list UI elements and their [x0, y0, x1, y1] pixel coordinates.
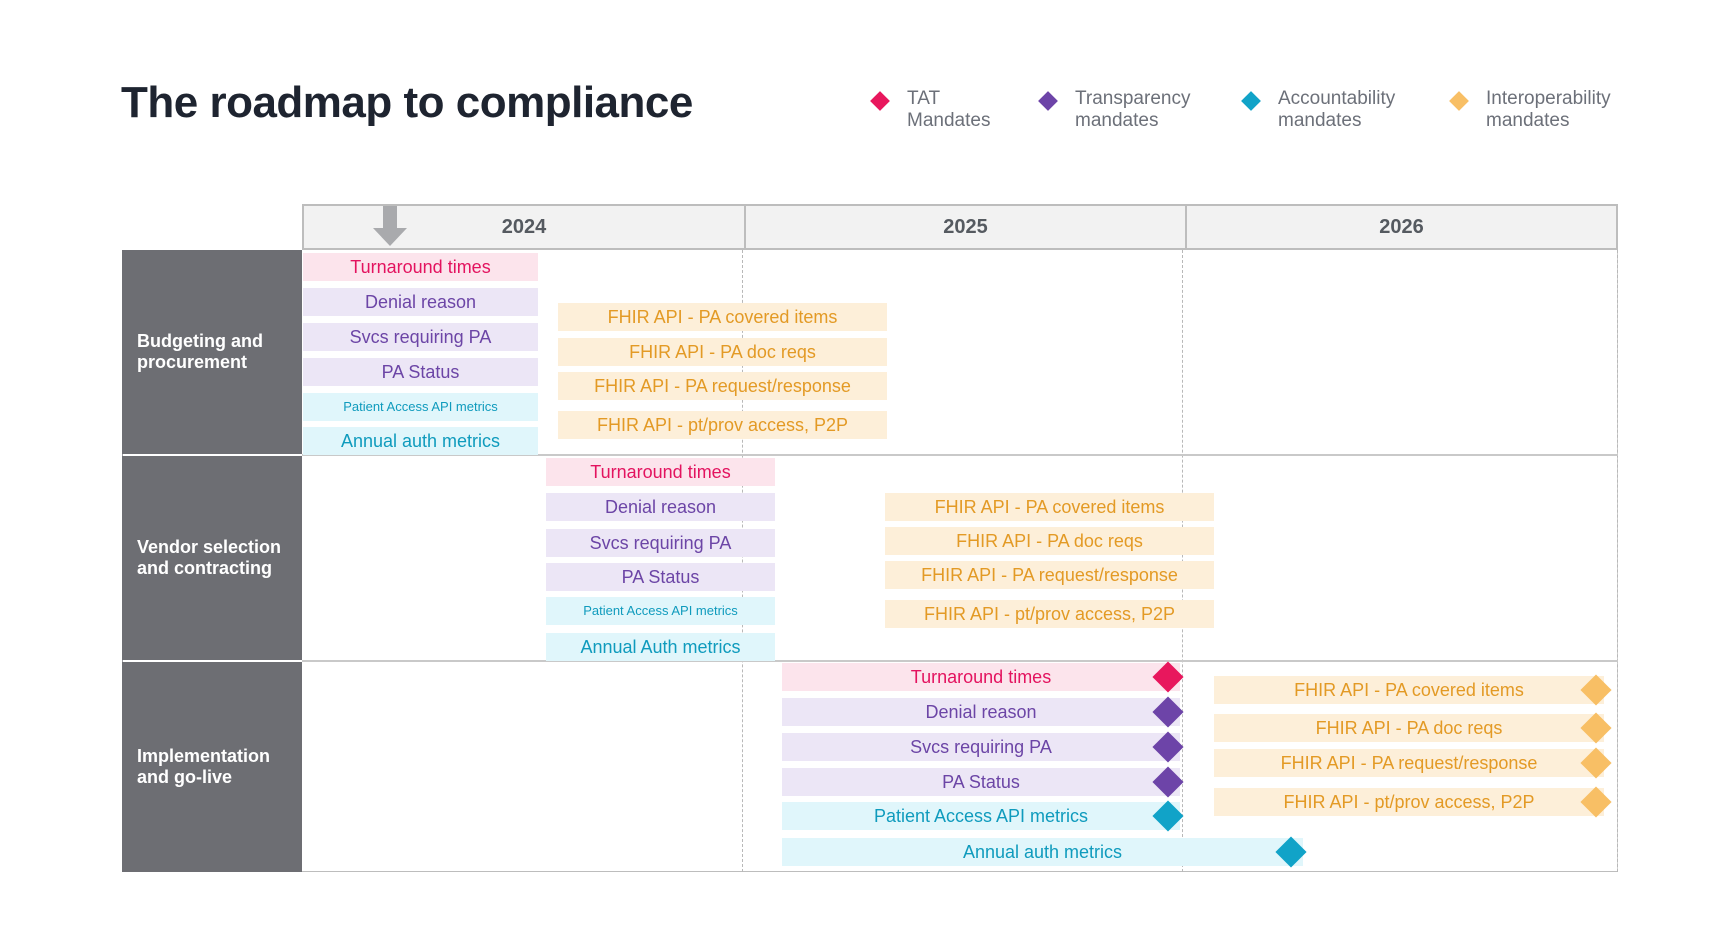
- year-2024: 2024: [501, 216, 547, 238]
- task-bar: PA Status: [303, 358, 538, 386]
- task-bar: FHIR API - PA covered items: [558, 303, 887, 331]
- phase-implementation: Implementation and go-live: [122, 662, 302, 872]
- task-bar: PA Status: [546, 563, 775, 591]
- task-bar: Denial reason: [782, 698, 1180, 726]
- legend-item-interoperability: Interoperability mandates: [1449, 88, 1611, 132]
- phase-vendor-selection: Vendor selection and contracting: [122, 456, 302, 660]
- year-2025: 2025: [943, 216, 988, 238]
- task-bar: Denial reason: [546, 493, 775, 521]
- task-bar: Svcs requiring PA: [782, 733, 1180, 761]
- task-bar: FHIR API - PA covered items: [1214, 676, 1604, 704]
- phase-divider: [302, 454, 1618, 456]
- year-2026: 2026: [1379, 216, 1424, 238]
- year-divider: [744, 206, 746, 248]
- year-gridline: [1617, 250, 1618, 872]
- diamond-icon: [1038, 91, 1058, 111]
- legend-label: Accountability mandates: [1278, 88, 1396, 131]
- task-bar: Annual auth metrics: [782, 838, 1303, 866]
- task-bar: FHIR API - PA doc reqs: [558, 338, 887, 366]
- down-arrow-icon: [373, 206, 407, 246]
- task-bar: Turnaround times: [782, 663, 1180, 691]
- task-bar: Patient Access API metrics: [782, 802, 1180, 830]
- task-bar: Denial reason: [303, 288, 538, 316]
- task-bar: Patient Access API metrics: [303, 393, 538, 421]
- diamond-icon: [1241, 91, 1261, 111]
- diamond-icon: [870, 91, 890, 111]
- task-bar: FHIR API - PA covered items: [885, 493, 1214, 521]
- task-bar: FHIR API - pt/prov access, P2P: [558, 411, 887, 439]
- task-bar: FHIR API - PA request/response: [1214, 749, 1604, 777]
- task-bar: FHIR API - pt/prov access, P2P: [1214, 788, 1604, 816]
- task-bar: FHIR API - pt/prov access, P2P: [885, 600, 1214, 628]
- task-bar: FHIR API - PA request/response: [558, 372, 887, 400]
- task-bar: Svcs requiring PA: [303, 323, 538, 351]
- legend-label: TAT Mandates: [907, 88, 991, 131]
- legend-item-transparency: Transparency mandates: [1038, 88, 1191, 132]
- legend-item-accountability: Accountability mandates: [1241, 88, 1396, 132]
- task-bar: FHIR API - PA doc reqs: [1214, 714, 1604, 742]
- task-bar: Patient Access API metrics: [546, 597, 775, 625]
- year-divider: [1185, 206, 1187, 248]
- task-bar: Annual auth metrics: [303, 427, 538, 455]
- task-bar: Turnaround times: [303, 253, 538, 281]
- legend-item-tat: TAT Mandates: [870, 88, 991, 132]
- timeline-header: 2024 2025 2026: [302, 204, 1618, 250]
- task-bar: Turnaround times: [546, 458, 775, 486]
- task-bar: Annual Auth metrics: [546, 633, 775, 661]
- legend-label: Transparency mandates: [1075, 88, 1191, 131]
- task-bar: FHIR API - PA doc reqs: [885, 527, 1214, 555]
- phase-divider: [302, 660, 1618, 662]
- phase-budgeting: Budgeting and procurement: [122, 250, 302, 454]
- task-bar: PA Status: [782, 768, 1180, 796]
- page-title: The roadmap to compliance: [121, 78, 693, 127]
- task-bar: Svcs requiring PA: [546, 529, 775, 557]
- diamond-icon: [1449, 91, 1469, 111]
- legend-label: Interoperability mandates: [1486, 88, 1611, 131]
- task-bar: FHIR API - PA request/response: [885, 561, 1214, 589]
- year-gridline: [742, 250, 743, 872]
